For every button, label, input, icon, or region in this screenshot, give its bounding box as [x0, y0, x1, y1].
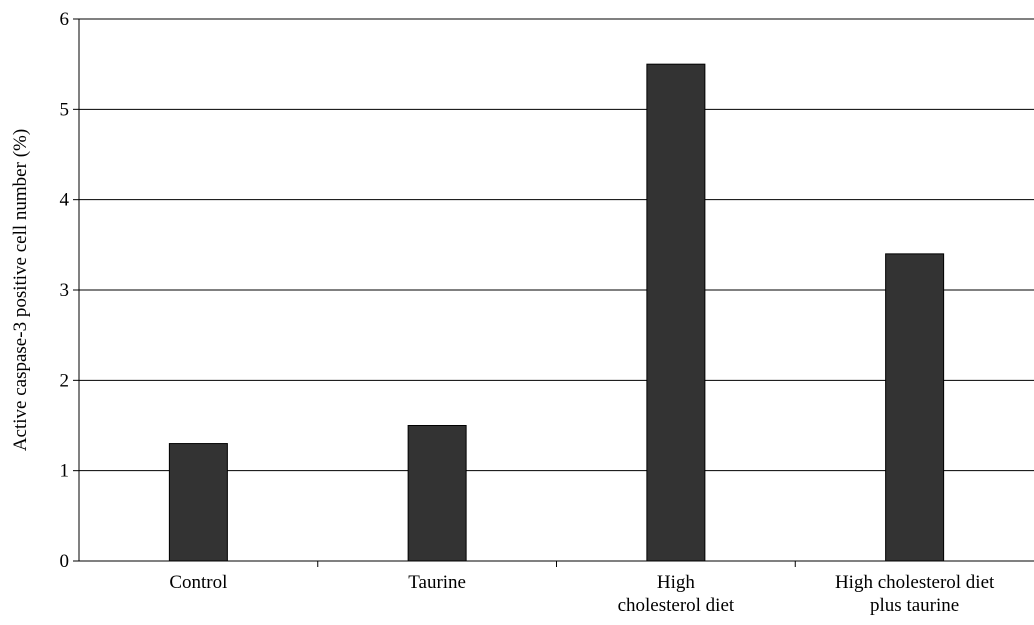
bar: [646, 63, 706, 562]
x-category-label: High cholesterol diet: [618, 572, 735, 616]
y-tick-label: 3: [60, 280, 70, 301]
y-tick-label: 2: [60, 370, 70, 391]
bar: [168, 443, 228, 562]
axes-layer: [73, 18, 1034, 567]
y-tick-label: 0: [60, 551, 70, 572]
bar: [407, 425, 467, 562]
y-tick-label: 4: [60, 190, 70, 211]
grid-layer: [79, 18, 1034, 472]
labels-layer: 0 1 2 3 4 5 6 Control Taurine High cholesterol die…: [60, 9, 996, 616]
x-category-label: Control: [169, 572, 227, 593]
y-tick-label: 1: [60, 461, 70, 482]
y-axis-title: Active caspase-3 positive cell number (%…: [10, 129, 31, 451]
y-tick-label: 5: [60, 99, 70, 120]
x-category-label: Taurine: [408, 572, 466, 593]
bar: [885, 253, 945, 562]
y-tick-label: 6: [60, 9, 70, 30]
x-category-label: High cholesterol diet plus taurine: [835, 572, 995, 616]
bars-layer: [168, 63, 945, 562]
